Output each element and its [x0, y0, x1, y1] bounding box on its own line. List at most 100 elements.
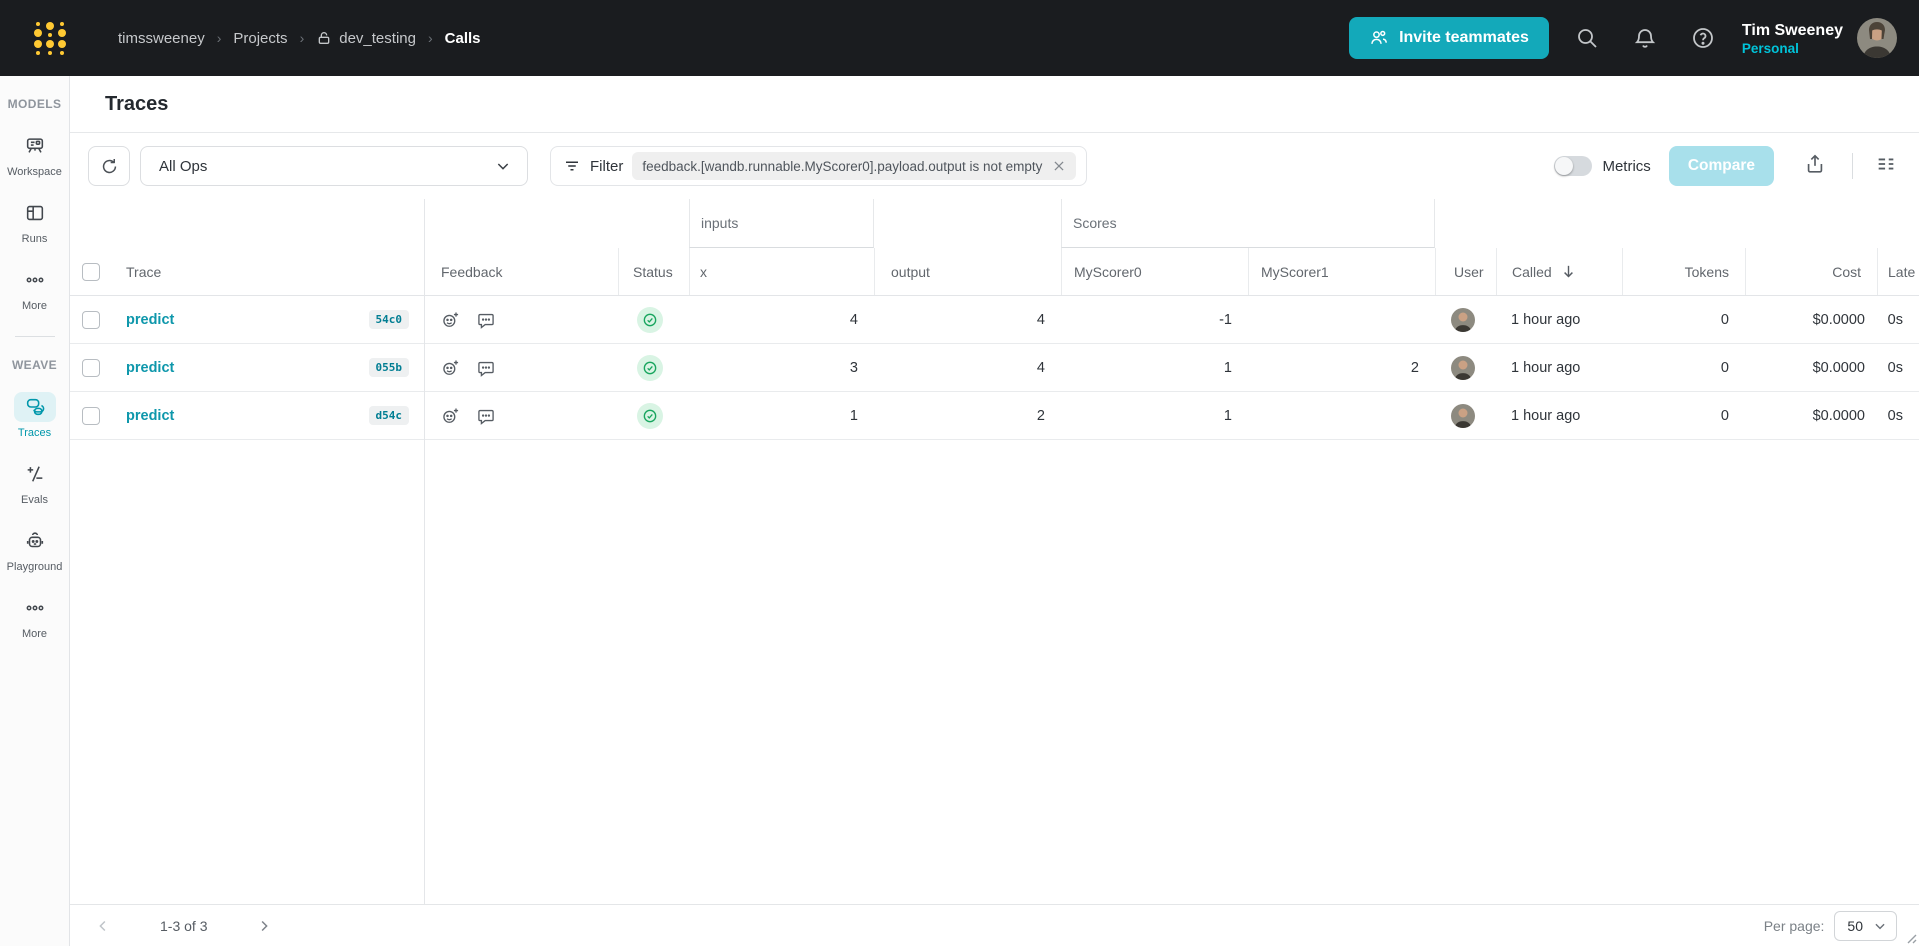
select-all-checkbox[interactable]: [82, 262, 100, 281]
ops-filter-select[interactable]: All Ops: [140, 146, 528, 186]
sidebar-item-playground[interactable]: Playground: [3, 526, 67, 573]
wandb-logo-icon[interactable]: [30, 16, 70, 60]
cell-myscorer0: 1: [1223, 359, 1232, 376]
sidebar-item-label: Playground: [6, 561, 63, 573]
sidebar-item-workspace[interactable]: Workspace: [3, 131, 67, 178]
cell-myscorer1: [1248, 392, 1435, 439]
row-user-avatar[interactable]: [1451, 307, 1475, 332]
add-reaction-icon[interactable]: [441, 358, 461, 378]
filter-chip[interactable]: feedback.[wandb.runnable.MyScorer0].payl…: [632, 152, 1077, 180]
column-header-status[interactable]: Status: [618, 248, 689, 295]
row-user-avatar[interactable]: [1451, 355, 1475, 380]
trace-link[interactable]: predict: [126, 311, 175, 328]
trace-id-badge[interactable]: d54c: [368, 406, 409, 425]
sidebar-item-traces[interactable]: Traces: [3, 392, 67, 439]
cell-called: 1 hour ago: [1511, 407, 1581, 424]
invite-teammates-button[interactable]: Invite teammates: [1349, 17, 1549, 59]
cell-input-x: 3: [849, 359, 858, 376]
breadcrumb-separator: ›: [427, 30, 433, 46]
trace-link[interactable]: predict: [126, 407, 175, 424]
table-row[interactable]: predict 54c0 4 4 -1 1 hour ago 0 $0.0000…: [70, 296, 1919, 344]
notifications-bell-icon[interactable]: [1633, 26, 1657, 50]
remove-filter-icon[interactable]: [1052, 159, 1066, 173]
add-reaction-icon[interactable]: [441, 310, 461, 330]
breadcrumb-entity[interactable]: timssweeney: [118, 29, 205, 47]
calls-toolbar: All Ops Filter feedback.[wandb.runnable.…: [70, 133, 1919, 199]
comment-icon[interactable]: [476, 406, 496, 426]
previous-page-icon[interactable]: [94, 917, 112, 935]
manage-columns-icon[interactable]: [1875, 153, 1901, 179]
next-page-icon[interactable]: [255, 917, 273, 935]
sidebar-item-more-weave[interactable]: More: [3, 593, 67, 640]
table-row[interactable]: predict 055b 3 4 1 2 1 hour ago 0 $0.000…: [70, 344, 1919, 392]
row-checkbox[interactable]: [82, 406, 100, 425]
group-header-scores: Scores: [1061, 199, 1435, 248]
user-menu[interactable]: Tim Sweeney Personal: [1742, 21, 1843, 56]
help-icon[interactable]: [1691, 26, 1715, 50]
cell-latency: 0s: [1887, 359, 1903, 376]
cell-input-x: 1: [849, 407, 858, 424]
comment-icon[interactable]: [476, 358, 496, 378]
row-user-avatar[interactable]: [1451, 403, 1475, 428]
metrics-toggle-label: Metrics: [1602, 157, 1651, 175]
sidebar-section-models: MODELS: [7, 97, 62, 111]
evals-icon: [14, 459, 56, 489]
cell-output: 2: [1036, 407, 1045, 424]
cell-myscorer1: [1248, 296, 1435, 343]
column-header-latency[interactable]: Late: [1877, 248, 1919, 295]
sidebar-item-more-models[interactable]: More: [3, 265, 67, 312]
sort-descending-icon[interactable]: [1560, 263, 1577, 280]
column-header-trace[interactable]: Trace: [126, 263, 162, 280]
search-icon[interactable]: [1575, 26, 1599, 50]
cell-tokens: 0: [1720, 407, 1729, 424]
trace-id-badge[interactable]: 055b: [368, 358, 409, 377]
runs-table-icon: [14, 198, 56, 228]
column-header-user[interactable]: User: [1435, 248, 1496, 295]
comment-icon[interactable]: [476, 310, 496, 330]
export-icon[interactable]: [1804, 153, 1830, 179]
compare-button[interactable]: Compare: [1668, 146, 1774, 186]
cell-myscorer0: 1: [1223, 407, 1232, 424]
column-header-row: Trace Feedback Status x output MyScorer0…: [70, 248, 1919, 296]
column-header-called[interactable]: Called: [1496, 248, 1622, 295]
sidebar-item-label: Workspace: [7, 166, 62, 178]
row-checkbox[interactable]: [82, 310, 100, 329]
column-header-cost[interactable]: Cost: [1745, 248, 1877, 295]
breadcrumb-current-page: Calls: [444, 29, 481, 47]
trace-link[interactable]: predict: [126, 359, 175, 376]
column-header-feedback[interactable]: Feedback: [441, 263, 503, 280]
user-scope-label: Personal: [1741, 40, 1799, 56]
left-sidebar: MODELS Workspace Runs More WEAVE Traces …: [0, 76, 70, 946]
refresh-button[interactable]: [88, 146, 130, 186]
sidebar-item-evals[interactable]: Evals: [3, 459, 67, 506]
column-header-myscorer0[interactable]: MyScorer0: [1061, 248, 1248, 295]
user-name: Tim Sweeney: [1741, 21, 1843, 39]
column-header-output[interactable]: output: [874, 248, 1061, 295]
breadcrumb-projects[interactable]: Projects: [233, 29, 288, 47]
column-header-tokens[interactable]: Tokens: [1622, 248, 1745, 295]
breadcrumb-separator: ›: [299, 30, 305, 46]
resize-handle-icon[interactable]: [1905, 932, 1917, 944]
sidebar-item-runs[interactable]: Runs: [3, 198, 67, 245]
breadcrumb-separator: ›: [216, 30, 222, 46]
chevron-down-icon: [1873, 919, 1887, 933]
trace-id-badge[interactable]: 54c0: [368, 310, 409, 329]
user-avatar[interactable]: [1857, 18, 1897, 58]
per-page-select[interactable]: 50: [1834, 910, 1897, 941]
breadcrumb: timssweeney › Projects › dev_testing › C…: [118, 30, 481, 47]
column-group-header-row: inputs Scores: [70, 199, 1919, 248]
cell-tokens: 0: [1720, 359, 1729, 376]
sidebar-divider: [14, 336, 55, 337]
breadcrumb-project[interactable]: dev_testing: [339, 29, 416, 47]
column-header-x[interactable]: x: [689, 248, 874, 295]
add-reaction-icon[interactable]: [441, 406, 461, 426]
metrics-toggle[interactable]: [1554, 156, 1593, 176]
row-checkbox[interactable]: [82, 358, 100, 377]
sidebar-item-label: Evals: [21, 494, 48, 506]
table-row[interactable]: predict d54c 1 2 1 1 hour ago 0 $0.0000 …: [70, 392, 1919, 440]
column-header-called-label: Called: [1512, 263, 1552, 280]
column-header-myscorer1[interactable]: MyScorer1: [1248, 248, 1435, 295]
toolbar-divider: [1852, 153, 1853, 179]
filter-bar[interactable]: Filter feedback.[wandb.runnable.MyScorer…: [550, 146, 1088, 186]
pinned-column-separator: [424, 199, 425, 904]
